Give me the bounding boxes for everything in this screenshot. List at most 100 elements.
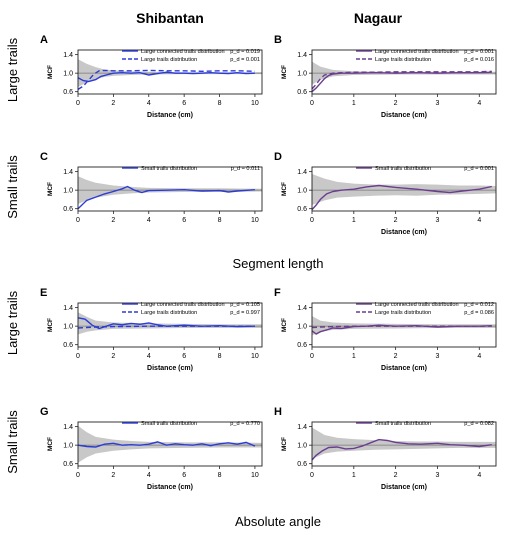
x-tick-label: 2	[394, 217, 398, 224]
x-tick-label: 0	[76, 217, 80, 224]
series-line-1	[311, 71, 492, 93]
x-tick-label: 4	[477, 100, 481, 107]
plot-frame	[77, 421, 263, 467]
legend-pvalue: p_d = 0.016	[464, 57, 494, 63]
panel-c: C 0.6 1.0 1.4 0 2 4 6 8 10 MCF Small trails distrib…	[40, 151, 263, 224]
x-tick-label: 4	[147, 217, 151, 224]
series-line-2	[311, 325, 492, 329]
plot-frame	[77, 166, 263, 212]
x-tick-label: 2	[394, 353, 398, 360]
x-tick-label: 8	[218, 472, 222, 479]
y-axis-label: MCF	[47, 437, 54, 451]
series-line-2	[77, 325, 255, 329]
x-tick-label: 1	[352, 100, 356, 107]
panel-letter: B	[274, 34, 282, 46]
legend-label: Large connected trails distribution	[375, 49, 459, 55]
y-tick-label: 1.0	[297, 71, 307, 78]
y-tick-label: 0.6	[63, 342, 73, 349]
x-tick-label: 6	[182, 472, 186, 479]
x-tick-label: 0	[310, 100, 314, 107]
y-tick-label: 1.0	[297, 324, 307, 331]
x-axis-label: Distance (cm)	[147, 112, 193, 119]
legend-label: Small trails distribution	[141, 166, 197, 172]
series-line-1	[77, 185, 255, 210]
x-axis-label: Distance (cm)	[147, 484, 193, 491]
panel-g: G 0.6 1.0 1.4 0 2 4 6 8 10 MCF Distance (cm) Small t…	[40, 406, 263, 491]
y-tick-label: 0.6	[63, 206, 73, 213]
legend-label: Large trails distribution	[375, 310, 431, 316]
x-tick-label: 4	[477, 472, 481, 479]
series-line-2	[311, 70, 492, 90]
column-title-shibantan: Shibantan	[136, 10, 204, 26]
x-tick-label: 4	[147, 100, 151, 107]
x-axis-label: Distance (cm)	[381, 484, 427, 491]
x-axis-label: Distance (cm)	[381, 112, 427, 119]
panel-letter: F	[274, 287, 281, 299]
x-tick-label: 1	[352, 472, 356, 479]
x-tick-label: 10	[251, 100, 259, 107]
x-tick-label: 2	[394, 100, 398, 107]
y-tick-label: 1.0	[63, 324, 73, 331]
x-tick-label: 3	[436, 100, 440, 107]
legend-label: Large connected trails distribution	[141, 49, 225, 55]
y-tick-label: 1.0	[63, 71, 73, 78]
x-axis-label: Distance (cm)	[381, 365, 427, 372]
row-label-small-trails-2: Small trails	[5, 410, 20, 474]
legend-pvalue: p_d = 0.001	[464, 49, 494, 55]
panel-letter: G	[40, 406, 49, 418]
x-tick-label: 1	[352, 353, 356, 360]
y-tick-label: 1.0	[297, 443, 307, 450]
x-tick-label: 4	[147, 353, 151, 360]
section-label-segment-length: Segment length	[232, 256, 323, 271]
y-tick-label: 1.4	[297, 424, 307, 431]
y-axis-label: MCF	[47, 65, 54, 79]
y-axis-label: MCF	[281, 65, 288, 79]
legend-pvalue: p_d = 0.770	[230, 421, 260, 427]
legend-pvalue: p_d = 0.012	[464, 302, 494, 308]
x-tick-label: 3	[436, 217, 440, 224]
row-label-large-trails-2: Large trails	[5, 290, 20, 355]
section-label-absolute-angle: Absolute angle	[235, 514, 321, 529]
x-tick-label: 8	[218, 100, 222, 107]
y-tick-label: 1.4	[297, 305, 307, 312]
y-tick-label: 1.4	[297, 52, 307, 59]
y-axis-label: MCF	[281, 182, 288, 196]
y-tick-label: 0.6	[63, 461, 73, 468]
y-tick-label: 0.6	[297, 89, 307, 96]
series-line-1	[311, 184, 492, 211]
series-line-1	[77, 71, 255, 83]
x-tick-label: 2	[394, 472, 398, 479]
panel-f: F 0.6 1.0 1.4 0 1 2 3 4 MCF Distance (cm) Large con…	[274, 287, 497, 372]
legend-pvalue: p_d = 0.019	[230, 49, 260, 55]
plot-frame	[311, 302, 497, 348]
legend-label: Large connected trails distribution	[375, 302, 459, 308]
y-tick-label: 1.4	[63, 52, 73, 59]
panel-a: A 0.6 1.0 1.4 0 2 4 6 8 10 MCF Distance (cm) Large c…	[40, 34, 263, 119]
x-tick-label: 0	[76, 100, 80, 107]
y-tick-label: 1.4	[63, 169, 73, 176]
panel-letter: C	[40, 151, 48, 163]
y-tick-label: 0.6	[297, 342, 307, 349]
x-tick-label: 6	[182, 217, 186, 224]
x-tick-label: 2	[111, 100, 115, 107]
legend-pvalue: p_d = 0.001	[464, 166, 494, 172]
x-tick-label: 3	[436, 472, 440, 479]
legend-pvalue: p_d = 0.997	[230, 310, 260, 316]
panel-h: H 0.6 1.0 1.4 0 1 2 3 4 MCF Distance (cm) Small tra…	[274, 406, 497, 491]
x-tick-label: 4	[147, 472, 151, 479]
plot-frame	[77, 302, 263, 348]
series-line-1	[77, 441, 256, 448]
y-tick-label: 0.6	[297, 206, 307, 213]
envelope-band	[312, 173, 496, 205]
panel-d: D 0.6 1.0 1.4 0 1 2 3 4 MCF Distance (cm) Small tra…	[274, 151, 497, 236]
panel-letter: H	[274, 406, 282, 418]
y-tick-label: 1.0	[63, 188, 73, 195]
legend-pvalue: p_d = 0.105	[230, 302, 260, 308]
panel-b: B 0.6 1.0 1.4 0 1 2 3 4 MCF Distance (cm) Large con…	[274, 34, 497, 119]
y-axis-label: MCF	[47, 182, 54, 196]
x-tick-label: 4	[477, 217, 481, 224]
x-tick-label: 0	[310, 217, 314, 224]
series-line-2	[77, 69, 255, 90]
x-tick-label: 0	[76, 353, 80, 360]
x-tick-label: 6	[182, 353, 186, 360]
